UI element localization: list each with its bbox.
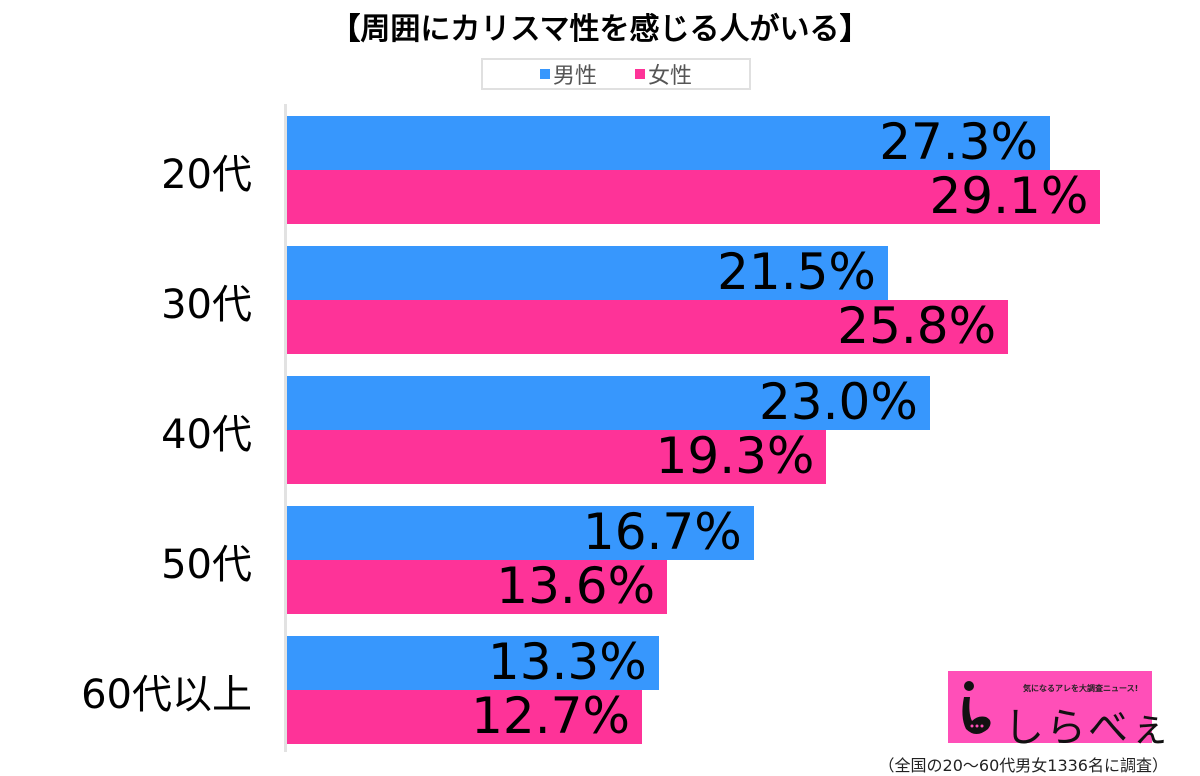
bar-female: 25.8% [287,297,1009,355]
category-label: 30代 [161,282,252,328]
legend: 男性 女性 [481,58,751,90]
bar-female: 12.7% [287,687,642,745]
survey-footnote: （全国の20〜60代男女1336名に調査） [878,756,1168,775]
legend-label-male: 男性 [552,64,597,89]
logo-name: しらべぇ [1004,705,1172,751]
bar-value-label: 23.0% [759,373,918,431]
shirabee-mascot-icon [962,681,991,734]
bar-male: 13.3% [287,633,659,691]
bar-value-label: 13.3% [487,633,647,691]
bar-value-label: 29.1% [929,167,1089,225]
bar-male: 21.5% [287,243,888,301]
bar-female: 13.6% [287,557,668,615]
bar-value-label: 16.7% [582,503,742,561]
bar-male: 16.7% [287,503,754,561]
bar-value-label: 12.7% [471,687,630,745]
shirabee-logo: 気になるアレを大調査ニュース! しらべぇ [948,671,1170,751]
category-label: 40代 [161,412,252,458]
legend-swatch-female [635,69,645,79]
legend-item-male: 男性 [539,58,597,90]
category-label: 20代 [161,152,252,198]
bar-male: 27.3% [287,113,1051,171]
chart-title: 【周囲にカリスマ性を感じる人がいる】 [330,12,870,47]
bar-value-label: 19.3% [655,427,815,485]
bar-value-label: 27.3% [879,113,1039,171]
bar-value-label: 13.6% [496,557,656,615]
logo-tagline: 気になるアレを大調査ニュース! [1023,684,1139,693]
bar-value-label: 25.8% [837,297,997,355]
category-label: 60代以上 [81,672,252,718]
y-axis-line [284,104,287,752]
bar-female: 29.1% [287,167,1101,225]
category-label: 50代 [161,542,252,588]
bar-value-label: 21.5% [717,243,876,301]
legend-label-female: 女性 [648,64,693,89]
bar-male: 23.0% [287,373,930,431]
legend-item-female: 女性 [635,58,692,90]
legend-swatch-male [539,69,550,79]
bar-female: 19.3% [287,427,827,485]
